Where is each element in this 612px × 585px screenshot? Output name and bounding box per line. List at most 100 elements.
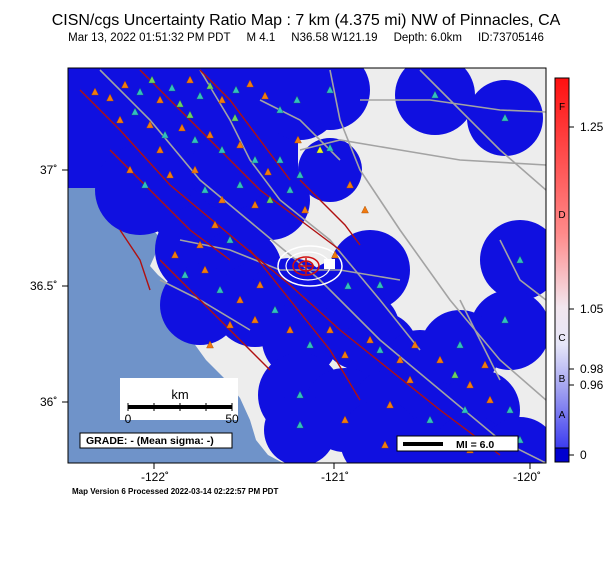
station-marker: [251, 200, 259, 209]
station-marker: [206, 81, 214, 90]
grade-f: F: [559, 102, 565, 113]
station-marker: [466, 380, 474, 389]
station-marker: [206, 340, 214, 349]
station-marker: [156, 95, 164, 104]
station-marker: [191, 165, 199, 174]
station-marker: [131, 107, 139, 116]
station-marker: [376, 280, 384, 289]
event-info: Mar 13, 2022 01:51:32 PM PDT M 4.1 N36.58 …: [0, 31, 612, 45]
grade-box: GRADE: - (Mean sigma: -): [79, 432, 233, 449]
station-marker: [146, 120, 154, 129]
station-marker: [211, 220, 219, 229]
station-marker: [264, 167, 272, 176]
station-marker: [331, 250, 339, 259]
station-marker: [296, 390, 304, 399]
station-marker: [486, 395, 494, 404]
station-marker: [251, 315, 259, 324]
station-marker: [148, 75, 156, 84]
colorbar-value-0-98: 0.98: [580, 362, 604, 376]
map-area: [68, 68, 546, 463]
event-id: ID:73705146: [477, 32, 544, 44]
colorbar: F D C B A: [554, 77, 574, 463]
station-marker: [366, 335, 374, 344]
station-marker: [156, 145, 164, 154]
station-marker: [326, 85, 334, 94]
station-marker: [236, 180, 244, 189]
scale-tick-50: 50: [225, 412, 239, 426]
station-marker: [296, 420, 304, 429]
station-marker: [276, 155, 284, 164]
station-marker: [256, 280, 264, 289]
station-marker: [316, 145, 324, 154]
station-marker: [293, 95, 301, 104]
faults: [79, 69, 501, 456]
station-marker: [226, 320, 234, 329]
station-marker: [206, 130, 214, 139]
grade-d: D: [558, 210, 565, 221]
station-marker: [361, 205, 369, 214]
station-marker: [461, 405, 469, 414]
epicenter-contours: [277, 245, 343, 287]
lat-label-36: 36˚: [40, 395, 58, 409]
station-marker: [186, 110, 194, 119]
grade-text: GRADE: - (Mean sigma: -): [86, 435, 214, 447]
station-marker: [178, 123, 186, 132]
station-marker: [286, 325, 294, 334]
station-marker: [411, 340, 419, 349]
station-marker: [481, 360, 489, 369]
station-marker: [226, 235, 234, 244]
station-marker: [436, 355, 444, 364]
mi-label: MI = 6.0: [456, 439, 494, 451]
station-marker: [216, 285, 224, 294]
station-marker: [201, 265, 209, 274]
station-marker: [294, 135, 302, 144]
station-marker: [246, 79, 254, 88]
mi-legend: MI = 6.0: [396, 435, 519, 452]
colorbar-value-0: 0: [580, 448, 587, 462]
station-marker: [406, 375, 414, 384]
station-marker: [126, 165, 134, 174]
map-ticks: [62, 169, 531, 469]
station-marker: [218, 145, 226, 154]
station-marker: [344, 281, 352, 290]
station-marker: [116, 115, 124, 124]
station-marker: [218, 95, 226, 104]
event-coords: N36.58 W121.19: [291, 32, 378, 44]
station-marker: [326, 143, 334, 152]
event-magnitude: M 4.1: [246, 32, 276, 44]
station-marker: [186, 75, 194, 84]
station-marker: [261, 91, 269, 100]
grade-a: A: [559, 410, 566, 421]
colorbar-value-1-05: 1.05: [580, 302, 604, 316]
station-marker: [341, 350, 349, 359]
lat-label-36-5: 36.5˚: [30, 279, 58, 293]
station-marker: [501, 113, 509, 122]
map-title: CISN/cgs Uncertainty Ratio Map : 7 km (4…: [51, 12, 561, 29]
station-marker: [218, 195, 226, 204]
station-marker: [271, 305, 279, 314]
lon-label-120: -120˚: [513, 470, 542, 484]
station-marker: [176, 99, 184, 108]
station-marker: [451, 370, 459, 379]
scale-tick-0: 0: [125, 412, 132, 426]
station-marker: [191, 135, 199, 144]
station-marker: [306, 340, 314, 349]
station-marker: [106, 93, 114, 102]
grade-b: B: [559, 374, 566, 385]
stations: [91, 75, 524, 454]
station-marker: [236, 295, 244, 304]
grade-c: C: [558, 333, 565, 344]
event-depth: Depth: 6.0km: [393, 32, 462, 44]
station-marker: [266, 195, 274, 204]
station-marker: [251, 155, 259, 164]
station-marker: [276, 105, 284, 114]
station-marker: [376, 345, 384, 354]
station-marker: [386, 400, 394, 409]
station-marker: [141, 180, 149, 189]
station-marker: [171, 250, 179, 259]
station-marker: [456, 340, 464, 349]
station-marker: [301, 205, 309, 214]
station-marker: [166, 170, 174, 179]
station-marker: [296, 170, 304, 179]
